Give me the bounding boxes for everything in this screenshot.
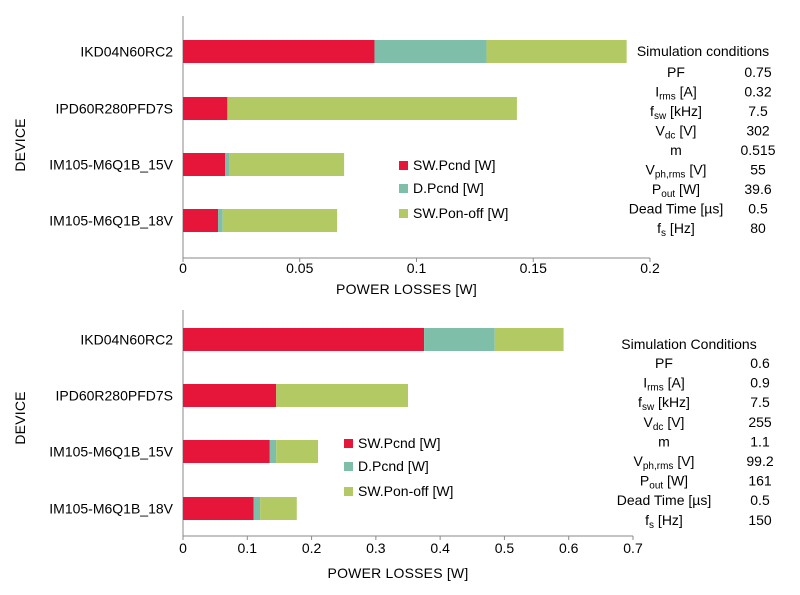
condition-value: 0.515 xyxy=(740,142,775,158)
condition-label: Vdc [V] xyxy=(644,414,685,433)
x-tick-label: 0.05 xyxy=(286,260,313,276)
condition-label: Pout [W] xyxy=(640,473,688,492)
bar-segment-sw-pcnd xyxy=(183,440,270,463)
legend-swatch xyxy=(399,209,408,218)
bar-segment-sw-pon-off xyxy=(227,97,517,120)
condition-value: 80 xyxy=(750,220,766,236)
bar-segment-sw-pon-off xyxy=(494,328,564,351)
x-tick-label: 0 xyxy=(179,540,187,556)
conditions-title: Simulation Conditions xyxy=(621,336,756,352)
condition-label: Irms [A] xyxy=(643,375,685,394)
x-tick-label: 0.6 xyxy=(559,540,579,556)
legend-swatch xyxy=(344,462,353,471)
x-axis-title: POWER LOSSES [W] xyxy=(336,281,477,297)
condition-label: Dead Time [µs] xyxy=(629,201,723,217)
bar-segment-sw-pcnd xyxy=(183,209,219,232)
legend-label: D.Pcnd [W] xyxy=(358,458,429,474)
legend-swatch xyxy=(399,161,408,170)
bar-segment-sw-pcnd xyxy=(183,497,254,520)
legend-swatch xyxy=(399,184,408,193)
x-tick-label: 0.1 xyxy=(238,540,258,556)
legend-label: SW.Pon-off [W] xyxy=(413,205,508,221)
category-label: IPD60R280PFD7S xyxy=(55,388,173,404)
condition-label: fs [Hz] xyxy=(657,220,695,239)
condition-value: 7.5 xyxy=(750,394,770,410)
legend-label: D.Pcnd [W] xyxy=(413,180,484,196)
conditions-title: Simulation conditions xyxy=(637,43,769,59)
bar-segment-d-pcnd xyxy=(253,497,261,520)
condition-label: m xyxy=(658,433,670,449)
condition-label: Irms [A] xyxy=(655,84,697,103)
condition-value: 1.1 xyxy=(750,433,770,449)
condition-value: 0.5 xyxy=(748,201,768,217)
x-tick-label: 0.5 xyxy=(495,540,515,556)
x-tick-label: 0.2 xyxy=(302,540,322,556)
y-axis-title: DEVICE xyxy=(12,118,28,171)
power-losses-chart-top: 0 0.05 0.1 0.15 0.2 IKD04N60RC2 IPD60R280PFD7S… xyxy=(12,16,776,297)
condition-value: 0.75 xyxy=(744,64,771,80)
x-tick-label: 0.2 xyxy=(640,260,660,276)
x-tick-label: 0.3 xyxy=(366,540,386,556)
condition-value: 150 xyxy=(748,512,772,528)
bar-segment-d-pcnd xyxy=(225,153,230,176)
bar-segment-sw-pon-off xyxy=(276,384,408,407)
condition-value: 55 xyxy=(750,162,766,178)
category-label: IM105-M6Q1B_15V xyxy=(49,157,173,173)
condition-value: 0.5 xyxy=(750,492,770,508)
condition-value: 0.6 xyxy=(750,355,770,371)
bar-segment-sw-pon-off xyxy=(260,497,297,520)
bar-segment-sw-pcnd xyxy=(183,97,228,120)
y-axis-title: DEVICE xyxy=(12,391,28,444)
bar-segment-sw-pon-off xyxy=(229,153,345,176)
condition-label: PF xyxy=(667,64,685,80)
power-losses-chart-bottom: 0 0.1 0.2 0.3 0.4 0.5 0.6 0.7 IKD04N60RC2 IPD60R2… xyxy=(12,310,774,581)
x-tick-label: 0.1 xyxy=(407,260,427,276)
category-label: IM105-M6Q1B_15V xyxy=(49,444,173,460)
bar-segment-d-pcnd xyxy=(269,440,277,463)
condition-label: Vph,rms [V] xyxy=(634,453,695,472)
category-label: IPD60R280PFD7S xyxy=(55,101,173,117)
bar-segment-d-pcnd xyxy=(218,209,223,232)
condition-value: 99.2 xyxy=(746,453,773,469)
category-label: IM105-M6Q1B_18V xyxy=(49,213,173,229)
condition-value: 39.6 xyxy=(744,181,771,197)
condition-value: 161 xyxy=(748,473,772,489)
condition-label: fsw [kHz] xyxy=(650,103,702,122)
category-label: IKD04N60RC2 xyxy=(80,44,173,60)
condition-value: 0.9 xyxy=(750,375,770,391)
bar-segment-sw-pcnd xyxy=(183,153,226,176)
condition-value: 7.5 xyxy=(748,103,768,119)
category-label: IM105-M6Q1B_18V xyxy=(49,501,173,517)
condition-label: Pout [W] xyxy=(652,181,700,200)
legend-swatch xyxy=(344,487,353,496)
condition-label: Dead Time [µs] xyxy=(617,492,711,508)
legend-label: SW.Pcnd [W] xyxy=(413,157,495,173)
legend-label: SW.Pcnd [W] xyxy=(358,435,440,451)
bar-segment-sw-pon-off xyxy=(486,40,627,63)
x-tick-label: 0.15 xyxy=(520,260,547,276)
condition-label: fsw [kHz] xyxy=(638,394,690,413)
x-axis-title: POWER LOSSES [W] xyxy=(328,565,469,581)
bar-segment-d-pcnd xyxy=(374,40,487,63)
category-label: IKD04N60RC2 xyxy=(80,332,173,348)
condition-label: PF xyxy=(655,355,673,371)
condition-label: m xyxy=(670,142,682,158)
bar-segment-sw-pcnd xyxy=(183,40,375,63)
x-tick-label: 0.7 xyxy=(623,540,643,556)
condition-label: Vph,rms [V] xyxy=(646,162,707,181)
legend-swatch xyxy=(344,439,353,448)
x-tick-label: 0.4 xyxy=(430,540,450,556)
condition-value: 0.32 xyxy=(744,84,771,100)
bar-segment-sw-pcnd xyxy=(183,384,277,407)
condition-label: Vdc [V] xyxy=(656,123,697,142)
bar-segment-sw-pon-off xyxy=(276,440,318,463)
bar-segment-d-pcnd xyxy=(424,328,495,351)
legend-label: SW.Pon-off [W] xyxy=(358,483,453,499)
bar-segment-sw-pcnd xyxy=(183,328,425,351)
x-tick-label: 0 xyxy=(179,260,187,276)
bar-segment-sw-pon-off xyxy=(222,209,338,232)
condition-label: fs [Hz] xyxy=(645,512,683,531)
condition-value: 255 xyxy=(748,414,772,430)
condition-value: 302 xyxy=(746,123,770,139)
